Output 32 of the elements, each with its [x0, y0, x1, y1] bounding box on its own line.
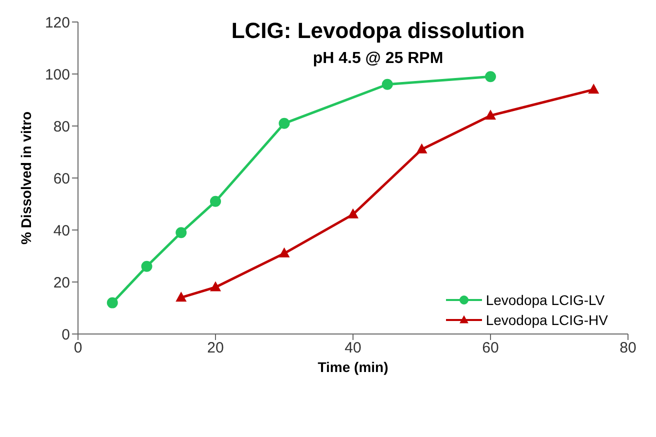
x-tick-label: 40 [344, 340, 362, 357]
point [416, 143, 428, 154]
legend-label: Levodopa LCIG-LV [486, 292, 605, 308]
point [176, 227, 187, 238]
x-axis-title: Time (min) [318, 359, 388, 375]
point [210, 281, 221, 292]
point [106, 297, 118, 308]
text: pH 4.5 @ 25 RPM [312, 50, 444, 68]
point [141, 260, 152, 272]
y-tick-label: 20 [53, 274, 70, 292]
y-axis-title: % Dissolved in vitro [18, 111, 34, 245]
point [176, 292, 187, 302]
y-tick-label: 60 [53, 170, 70, 188]
y-tick-label: 120 [44, 14, 70, 32]
x-tick-label: 80 [620, 340, 636, 357]
point [278, 247, 290, 258]
x-tick-label: 0 [74, 340, 82, 357]
point [210, 196, 221, 207]
point [382, 78, 393, 90]
point [485, 110, 496, 120]
x-tick-label: 20 [207, 340, 224, 357]
y-tick-label: 100 [44, 66, 70, 84]
x-tick-label: 60 [482, 340, 499, 357]
y-tick-label: 80 [53, 118, 70, 136]
chart-title: LCIG: Levodopa dissolution [230, 18, 526, 44]
legend-label: Levodopa LCIG-HV [486, 312, 608, 328]
point [348, 208, 358, 218]
point [278, 118, 290, 129]
point [588, 84, 600, 94]
y-tick-label: 40 [53, 222, 70, 240]
y-tick-label: 0 [62, 326, 70, 344]
point [485, 71, 496, 82]
